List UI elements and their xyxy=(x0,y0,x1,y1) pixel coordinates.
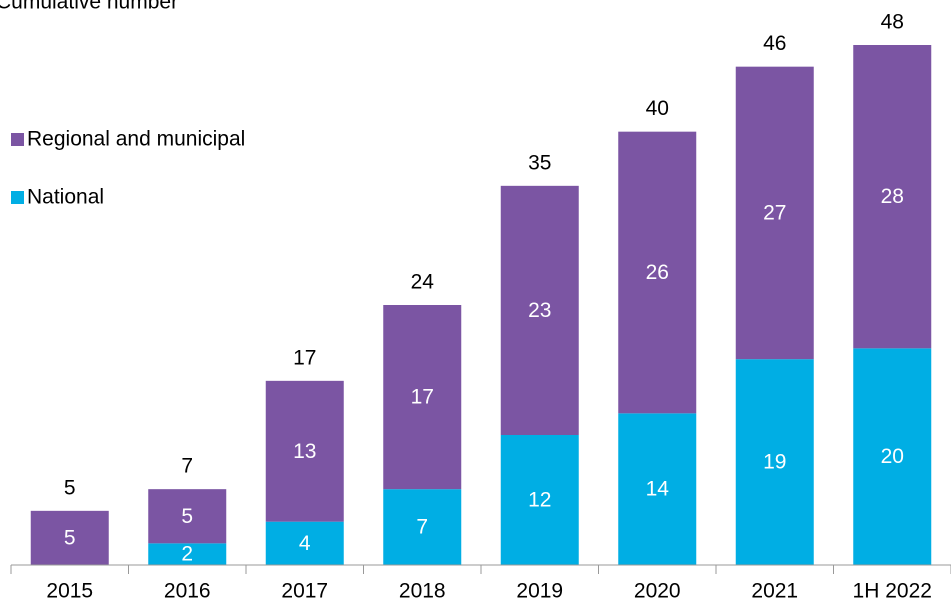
total-label: 17 xyxy=(293,346,316,369)
total-label: 35 xyxy=(528,151,551,174)
bar-segment xyxy=(383,305,462,490)
x-tick-label: 2018 xyxy=(399,580,446,603)
legend-label: National xyxy=(27,186,104,209)
bar-segment xyxy=(618,131,697,414)
value-label: 5 xyxy=(181,505,193,528)
value-label: 28 xyxy=(881,185,904,208)
bar-segment xyxy=(265,380,344,522)
x-tick-label: 2021 xyxy=(751,580,798,603)
bar-segment xyxy=(735,359,814,565)
x-tick-label: 2015 xyxy=(46,580,93,603)
legend-swatch xyxy=(11,133,24,146)
bar-segment xyxy=(148,543,227,565)
bar-segment xyxy=(853,45,932,349)
x-tick-label: 2019 xyxy=(516,580,563,603)
legend-swatch xyxy=(11,191,24,204)
x-tick-label: 1H 2022 xyxy=(853,580,932,603)
bar-segment xyxy=(148,489,227,544)
bar-segment xyxy=(265,521,344,565)
bar-segment xyxy=(500,435,579,565)
bar-segment xyxy=(618,413,697,565)
x-tick-label: 2017 xyxy=(281,580,328,603)
value-label: 12 xyxy=(528,489,551,512)
value-label: 20 xyxy=(881,445,904,468)
bar-segment xyxy=(383,489,462,565)
bar-segment xyxy=(735,66,814,360)
value-label: 23 xyxy=(528,299,551,322)
chart-title: Cumulative number xyxy=(0,0,178,14)
x-tick-label: 2016 xyxy=(164,580,211,603)
bar-segment xyxy=(500,185,579,435)
value-label: 17 xyxy=(411,386,434,409)
value-label: 26 xyxy=(646,261,669,284)
value-label: 27 xyxy=(763,201,786,224)
x-tick-label: 2020 xyxy=(634,580,681,603)
value-label: 14 xyxy=(646,478,670,501)
total-label: 7 xyxy=(181,455,193,478)
value-label: 2 xyxy=(181,543,193,566)
value-label: 7 xyxy=(416,516,428,539)
value-label: 4 xyxy=(299,532,311,555)
value-label: 19 xyxy=(763,451,786,474)
total-label: 5 xyxy=(64,476,76,499)
legend-label: Regional and municipal xyxy=(27,128,245,151)
value-label: 5 xyxy=(64,526,76,549)
total-label: 46 xyxy=(763,32,786,55)
bar-segment xyxy=(30,510,109,565)
value-label: 13 xyxy=(293,440,316,463)
total-label: 24 xyxy=(411,271,435,294)
total-label: 48 xyxy=(881,11,904,34)
bar-segment xyxy=(853,348,932,565)
total-label: 40 xyxy=(646,97,669,120)
